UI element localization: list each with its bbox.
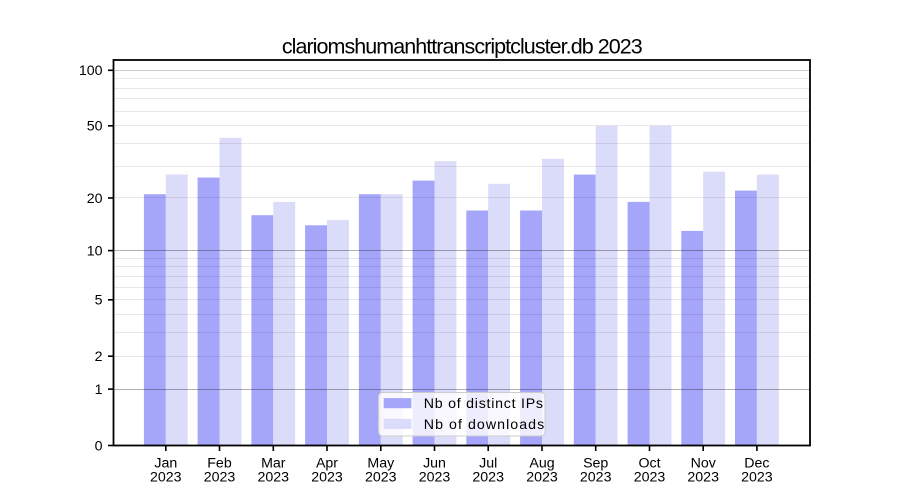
svg-text:2023: 2023: [150, 470, 182, 486]
svg-text:2023: 2023: [741, 470, 773, 486]
svg-text:Oct: Oct: [638, 456, 660, 472]
svg-text:Aug: Aug: [529, 456, 554, 472]
svg-text:2023: 2023: [634, 470, 666, 486]
svg-text:Nov: Nov: [691, 456, 717, 472]
svg-text:2023: 2023: [419, 470, 451, 486]
svg-text:Jul: Jul: [479, 456, 497, 472]
svg-text:2023: 2023: [472, 470, 504, 486]
svg-text:2023: 2023: [526, 470, 558, 486]
svg-text:10: 10: [87, 244, 103, 260]
svg-text:Jun: Jun: [423, 456, 446, 472]
svg-text:5: 5: [95, 293, 103, 309]
svg-text:Nb of distinct IPs: Nb of distinct IPs: [424, 396, 544, 412]
svg-text:100: 100: [79, 63, 103, 79]
svg-text:2023: 2023: [365, 470, 397, 486]
svg-text:1: 1: [95, 382, 103, 398]
svg-text:50: 50: [87, 119, 103, 135]
svg-text:Feb: Feb: [207, 456, 232, 472]
svg-text:20: 20: [87, 191, 103, 207]
svg-text:0: 0: [95, 438, 103, 454]
svg-text:Sep: Sep: [583, 456, 608, 472]
svg-text:clariomshumanhttranscriptclust: clariomshumanhttranscriptcluster.db 2023: [282, 35, 643, 59]
svg-text:Apr: Apr: [316, 456, 338, 472]
svg-text:2: 2: [95, 349, 103, 365]
svg-text:Jan: Jan: [154, 456, 177, 472]
svg-text:2023: 2023: [311, 470, 343, 486]
svg-text:2023: 2023: [580, 470, 612, 486]
svg-text:Dec: Dec: [744, 456, 769, 472]
svg-text:Nb of downloads: Nb of downloads: [424, 417, 545, 433]
svg-text:2023: 2023: [687, 470, 719, 486]
svg-text:Mar: Mar: [261, 456, 286, 472]
svg-text:2023: 2023: [258, 470, 290, 486]
svg-text:2023: 2023: [204, 470, 236, 486]
svg-text:May: May: [367, 456, 395, 472]
